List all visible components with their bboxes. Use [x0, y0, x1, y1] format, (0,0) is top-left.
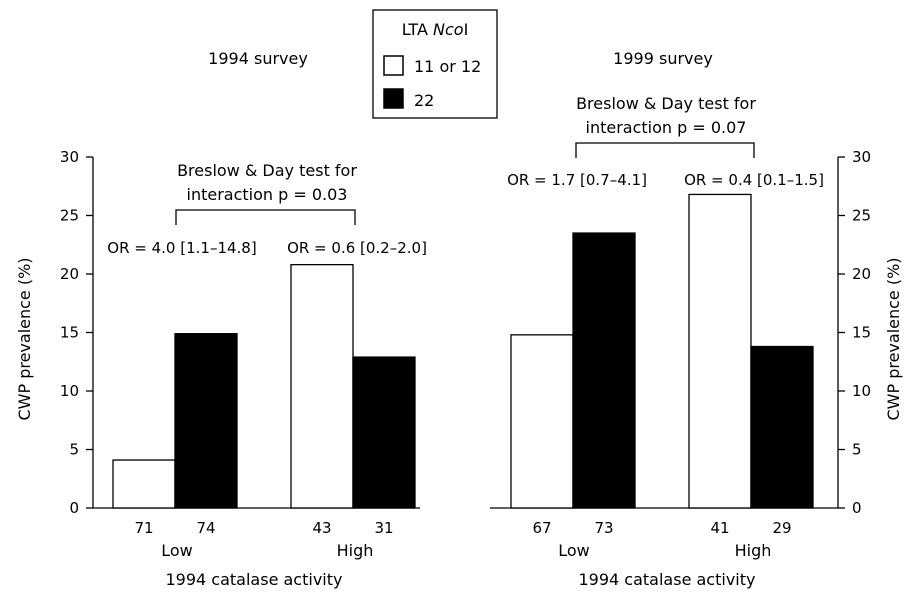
interaction-bracket-right	[575, 142, 755, 158]
legend: LTA NcoI 11 or 12 22	[372, 9, 498, 119]
panel-1999-survey: 1999 survey CWP prevalence (%) 1994 cata…	[490, 49, 903, 589]
sample-size-label-left: 31	[374, 519, 393, 537]
bar-high-22-right	[750, 345, 814, 509]
y-tick-label-right: 10	[852, 382, 871, 400]
y-tick-label-left: 0	[69, 499, 79, 517]
category-label-high-left: High	[337, 541, 374, 560]
category-label-high-right: High	[735, 541, 772, 560]
category-label-low-right: Low	[558, 541, 590, 560]
legend-swatch-22	[383, 88, 404, 109]
sample-size-label-right: 41	[710, 519, 729, 537]
y-tick-label-left: 25	[60, 207, 79, 225]
bar-high-11-or-12-right	[688, 193, 752, 509]
y-tick-label-left: 5	[69, 441, 79, 459]
odds-ratio-high-left: OR = 0.6 [0.2–2.0]	[287, 239, 427, 257]
sample-size-label-left: 71	[134, 519, 153, 537]
panel-title-1994: 1994 survey	[208, 49, 308, 68]
sample-size-label-left: 43	[312, 519, 331, 537]
y-tick-label-right: 30	[852, 148, 871, 166]
y-axis-label-left: CWP prevalence (%)	[15, 257, 34, 420]
bar-high-22-left	[352, 356, 416, 509]
interaction-bracket-left	[175, 209, 356, 225]
x-axis-label-left: 1994 catalase activity	[166, 570, 343, 589]
y-axis-label-right: CWP prevalence (%)	[884, 257, 903, 420]
y-tick-label-left: 10	[60, 382, 79, 400]
sample-size-label-right: 73	[594, 519, 613, 537]
bar-low-11-or-12-left	[112, 459, 176, 509]
interaction-test-line1-right: Breslow & Day test for	[576, 94, 756, 113]
odds-ratio-high-right: OR = 0.4 [0.1–1.5]	[684, 171, 824, 189]
bar-high-11-or-12-left	[290, 263, 354, 509]
odds-ratio-low-right: OR = 1.7 [0.7–4.1]	[507, 171, 647, 189]
panel-1994-survey: 1994 survey CWP prevalence (%) 1994 cata…	[15, 49, 427, 589]
legend-title: LTA NcoI	[402, 20, 469, 39]
panel-title-1999: 1999 survey	[613, 49, 713, 68]
y-tick-label-right: 0	[852, 499, 862, 517]
legend-label-22: 22	[414, 91, 434, 110]
sample-size-label-right: 67	[532, 519, 551, 537]
interaction-test-line2-left: interaction p = 0.03	[187, 185, 348, 204]
y-tick-label-right: 5	[852, 441, 862, 459]
interaction-test-line1-left: Breslow & Day test for	[177, 161, 357, 180]
y-tick-label-right: 25	[852, 207, 871, 225]
legend-frame	[372, 9, 498, 119]
y-tick-label-left: 15	[60, 324, 79, 342]
bar-low-11-or-12-right	[510, 334, 574, 509]
x-axis-label-right: 1994 catalase activity	[579, 570, 756, 589]
odds-ratio-low-left: OR = 4.0 [1.1–14.8]	[107, 239, 256, 257]
y-tick-label-left: 30	[60, 148, 79, 166]
bar-low-22-right	[572, 232, 636, 509]
y-tick-label-right: 15	[852, 324, 871, 342]
sample-size-label-left: 74	[196, 519, 215, 537]
legend-swatch-11-or-12	[383, 55, 404, 76]
interaction-test-line2-right: interaction p = 0.07	[586, 118, 747, 137]
bar-low-22-left	[174, 333, 238, 509]
category-label-low-left: Low	[161, 541, 193, 560]
sample-size-label-right: 29	[772, 519, 791, 537]
legend-label-11-or-12: 11 or 12	[414, 57, 481, 76]
y-tick-label-right: 20	[852, 265, 871, 283]
y-tick-label-left: 20	[60, 265, 79, 283]
